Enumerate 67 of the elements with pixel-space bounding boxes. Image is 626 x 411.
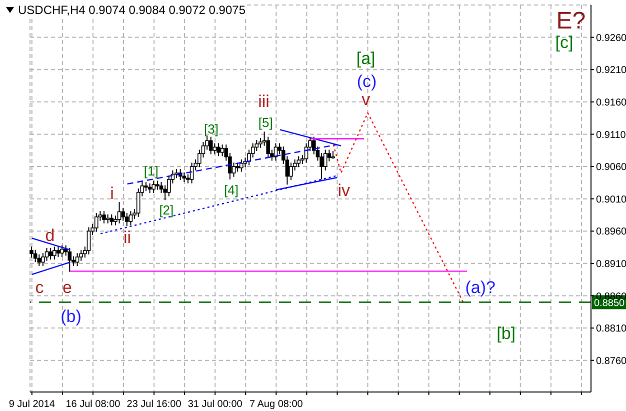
annotation: [b] xyxy=(496,324,516,343)
candlestick xyxy=(30,246,34,258)
annotation: v xyxy=(362,90,371,109)
annotation: e xyxy=(62,278,72,297)
y-tick-label: 0.9160 xyxy=(596,97,626,108)
annotation: i xyxy=(110,184,114,203)
x-tick-label: 9 Jul 2014 xyxy=(8,399,56,410)
candlestick xyxy=(60,244,64,258)
candlestick xyxy=(240,158,244,172)
candlestick xyxy=(75,252,80,267)
candlestick xyxy=(56,246,60,258)
candlestick xyxy=(48,247,52,260)
y-tick-label: 0.9060 xyxy=(596,162,626,174)
chart-title: USDCHF,H4 0.9074 0.9084 0.9072 0.9075 xyxy=(18,3,246,17)
x-tick-label: 16 Jul 08:00 xyxy=(66,399,121,410)
candlestick xyxy=(296,156,301,168)
candlestick xyxy=(152,180,156,194)
annotation: E? xyxy=(556,7,586,34)
candlestick xyxy=(117,202,122,224)
candlestick xyxy=(94,212,98,232)
x-tick-label: 31 Jul 00:00 xyxy=(188,399,243,410)
annotation: (c) xyxy=(356,72,377,91)
annotation: [a] xyxy=(356,48,376,68)
candlestick xyxy=(148,182,152,194)
candlestick xyxy=(289,162,293,181)
candlestick xyxy=(220,144,224,157)
annotation: [4] xyxy=(224,182,239,198)
line-series xyxy=(332,112,464,303)
candlestick xyxy=(156,180,160,190)
x-tick-label: 7 Aug 08:00 xyxy=(249,399,304,410)
candlestick xyxy=(236,162,240,172)
candlestick xyxy=(208,136,213,155)
annotation: (b) xyxy=(60,306,82,326)
annotation: d xyxy=(45,226,55,245)
annotation: [2] xyxy=(159,202,174,218)
candlestick xyxy=(212,142,217,155)
annotation: iv xyxy=(338,180,351,200)
annotation: ii xyxy=(124,228,132,247)
candlestick xyxy=(182,172,186,183)
candlestick xyxy=(37,254,42,267)
y-tick-label: 0.8910 xyxy=(596,258,626,270)
candlestick xyxy=(216,142,220,157)
annotation: [1] xyxy=(144,164,158,179)
y-tick-label: 0.8760 xyxy=(596,356,626,367)
annotation: [c] xyxy=(555,32,574,52)
candlestick xyxy=(102,210,106,224)
candlestick xyxy=(52,246,56,260)
candlestick xyxy=(86,226,91,255)
annotation: [5] xyxy=(258,115,273,130)
annotation: c xyxy=(35,278,44,297)
annotation: [3] xyxy=(204,122,219,137)
y-tick-label: 0.9210 xyxy=(596,65,626,76)
y-tick-label: 0.9260 xyxy=(596,32,626,44)
candlestick xyxy=(68,247,72,272)
candlestick xyxy=(106,214,110,224)
candlestick xyxy=(190,162,194,184)
annotation: iii xyxy=(258,92,270,111)
y-tick-label: 0.9010 xyxy=(596,194,626,206)
candlestick xyxy=(128,210,133,226)
candlestick xyxy=(33,249,38,263)
candlestick xyxy=(144,182,148,192)
y-tick-label: 0.9110 xyxy=(596,130,626,141)
x-tick-label: 23 Jul 16:00 xyxy=(126,399,182,410)
y-tick-label: 0.8810 xyxy=(596,324,626,335)
y-tick-label: 0.8960 xyxy=(596,226,626,238)
annotation: (a)? xyxy=(465,278,496,297)
candlestick xyxy=(110,214,114,226)
